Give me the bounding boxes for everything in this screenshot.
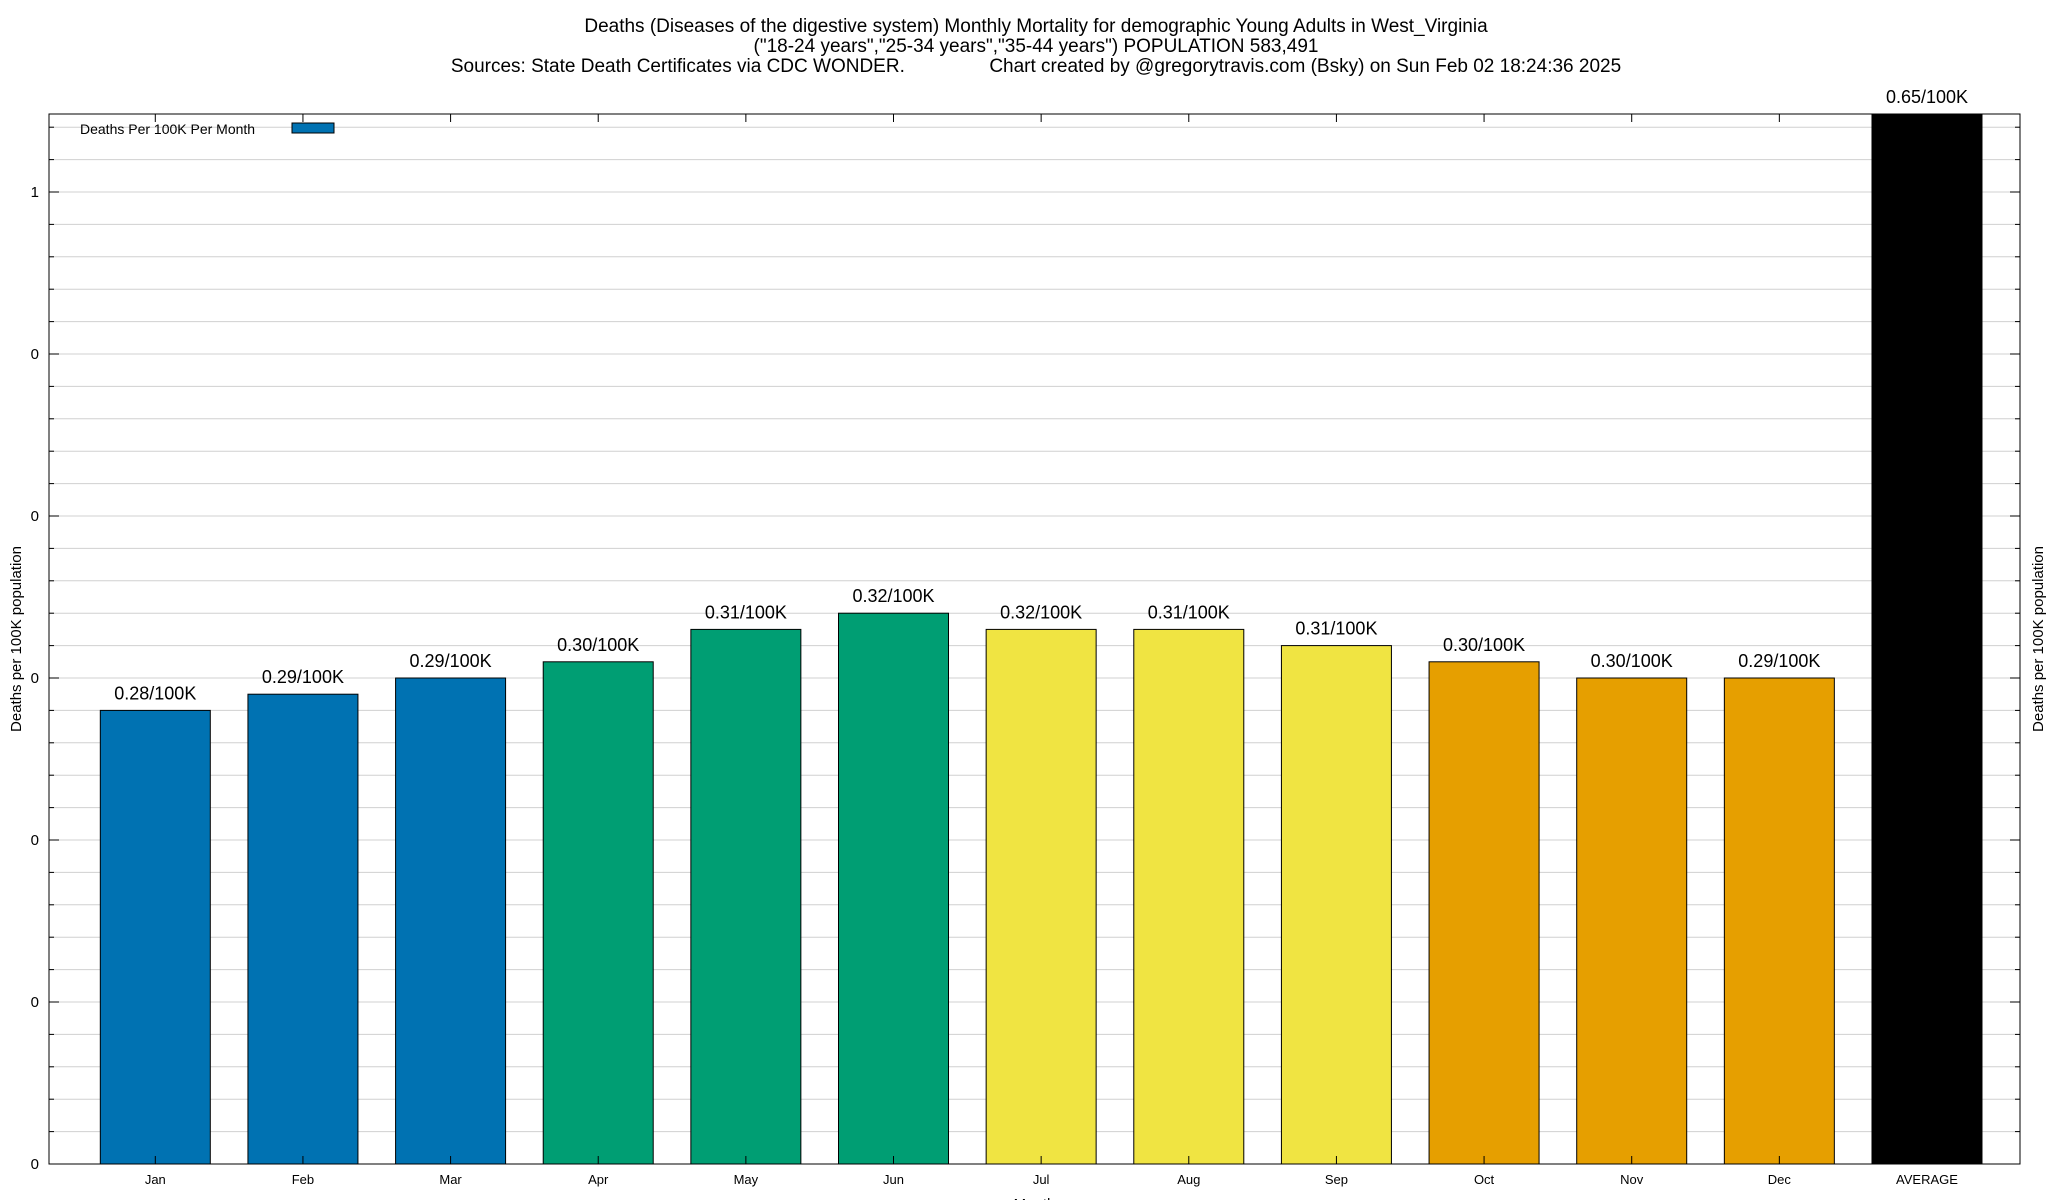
x-tick-label-average: AVERAGE bbox=[1896, 1172, 1958, 1187]
data-label-mar: 0.29/100K bbox=[410, 651, 492, 671]
legend: Deaths Per 100K Per Month bbox=[80, 121, 335, 137]
x-tick-label-jan: Jan bbox=[145, 1172, 166, 1187]
bar-aug bbox=[1133, 628, 1245, 1165]
title-line-2: ("18-24 years","25-34 years","35-44 year… bbox=[754, 36, 1319, 57]
bar-jul bbox=[985, 628, 1097, 1165]
data-label-oct: 0.30/100K bbox=[1443, 635, 1525, 655]
data-label-feb: 0.29/100K bbox=[262, 667, 344, 687]
plot-frame bbox=[48, 113, 2021, 1165]
axis-ticks bbox=[49, 114, 2020, 1165]
title-line-3: Sources: State Death Certificates via CD… bbox=[451, 56, 1621, 77]
bar-apr bbox=[542, 661, 654, 1165]
y-tick-label: 0 bbox=[31, 832, 39, 849]
legend-swatch bbox=[291, 122, 335, 134]
data-label-aug: 0.31/100K bbox=[1148, 602, 1230, 622]
y-tick-label: 0 bbox=[31, 1156, 39, 1173]
bar-sep bbox=[1280, 645, 1392, 1165]
bar-nov bbox=[1576, 677, 1688, 1165]
y-tick-label: 1 bbox=[31, 184, 39, 201]
x-tick-label-aug: Aug bbox=[1177, 1172, 1200, 1187]
bar-dec bbox=[1723, 677, 1835, 1165]
bar-jan bbox=[99, 709, 211, 1165]
y-axis-title: Deaths per 100K population bbox=[8, 546, 25, 732]
data-label-may: 0.31/100K bbox=[705, 602, 787, 622]
bar-average bbox=[1871, 113, 1983, 1165]
chart-titles: Deaths (Diseases of the digestive system… bbox=[451, 16, 1621, 77]
x-tick-label-sep: Sep bbox=[1325, 1172, 1348, 1187]
y-tick-label: 0 bbox=[31, 994, 39, 1011]
x-tick-label-dec: Dec bbox=[1768, 1172, 1792, 1187]
x-tick-label-nov: Nov bbox=[1620, 1172, 1644, 1187]
x-tick-label-jul: Jul bbox=[1033, 1172, 1050, 1187]
data-label-jun: 0.32/100K bbox=[852, 586, 934, 606]
x-tick-label-may: May bbox=[734, 1172, 759, 1187]
bar-may bbox=[690, 628, 802, 1165]
y-tick-label: 0 bbox=[31, 508, 39, 525]
data-label-nov: 0.30/100K bbox=[1591, 651, 1673, 671]
y-axis-title-right: Deaths per 100K population bbox=[2030, 546, 2047, 732]
data-label-dec: 0.29/100K bbox=[1738, 651, 1820, 671]
y-tick-label: 0 bbox=[31, 670, 39, 687]
bar-oct bbox=[1428, 661, 1540, 1165]
data-label-average: 0.65/100K bbox=[1886, 87, 1968, 107]
data-label-sep: 0.31/100K bbox=[1295, 619, 1377, 639]
x-axis-title: Month bbox=[1014, 1196, 1056, 1200]
data-label-jan: 0.28/100K bbox=[114, 683, 196, 703]
x-tick-label-oct: Oct bbox=[1474, 1172, 1495, 1187]
x-tick-label-jun: Jun bbox=[883, 1172, 904, 1187]
data-label-jul: 0.32/100K bbox=[1000, 602, 1082, 622]
x-tick-label-mar: Mar bbox=[439, 1172, 462, 1187]
plot-border bbox=[48, 113, 2021, 1165]
x-tick-label-feb: Feb bbox=[292, 1172, 314, 1187]
data-label-apr: 0.30/100K bbox=[557, 635, 639, 655]
labels: 0.28/100K Jan 0.29/100K Feb 0.29/100K Mar 0.30… bbox=[8, 87, 2047, 1200]
bar-jun bbox=[838, 612, 950, 1165]
title-line-1: Deaths (Diseases of the digestive system… bbox=[584, 16, 1488, 37]
x-tick-label-apr: Apr bbox=[588, 1172, 609, 1187]
y-tick-label: 0 bbox=[31, 346, 39, 363]
bar-feb bbox=[247, 693, 359, 1165]
bars bbox=[99, 113, 1983, 1165]
legend-label: Deaths Per 100K Per Month bbox=[80, 121, 255, 137]
bar-mar bbox=[395, 677, 507, 1165]
